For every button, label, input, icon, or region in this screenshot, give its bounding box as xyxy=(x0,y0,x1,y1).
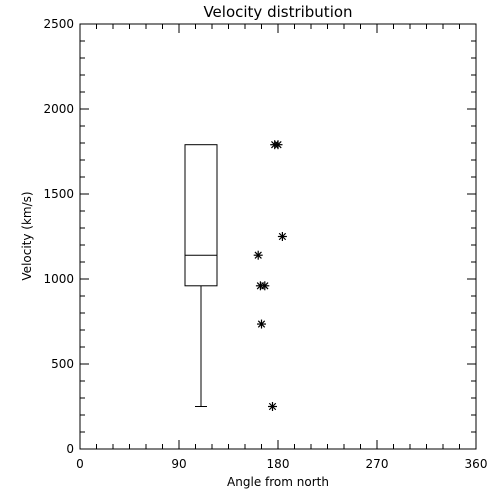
y-tick-labels: 0 500 1000 1500 2000 2500 xyxy=(43,17,74,456)
data-points xyxy=(253,140,287,411)
y-tick-label: 2000 xyxy=(43,102,74,116)
data-point xyxy=(257,319,266,329)
y-tick-label: 0 xyxy=(66,442,74,456)
y-axis-label: Velocity (km/s) xyxy=(20,191,34,280)
boxplot xyxy=(184,144,218,407)
axis-ticks xyxy=(79,23,477,450)
x-tick-labels: 0 90 180 270 360 xyxy=(76,457,487,471)
y-tick-label: 500 xyxy=(51,357,74,371)
x-tick-label: 90 xyxy=(171,457,186,471)
x-tick-label: 270 xyxy=(366,457,389,471)
data-point xyxy=(273,140,283,150)
x-tick-label: 360 xyxy=(465,457,488,471)
x-axis-label: Angle from north xyxy=(227,475,329,489)
y-tick-label: 1500 xyxy=(43,187,74,201)
boxplot-box xyxy=(184,144,218,287)
chart-title: Velocity distribution xyxy=(203,3,352,21)
y-tick-label: 2500 xyxy=(43,17,74,31)
x-tick-label: 0 xyxy=(76,457,84,471)
data-point xyxy=(260,281,270,291)
x-tick-label: 180 xyxy=(267,457,290,471)
data-point xyxy=(268,402,277,411)
data-point xyxy=(253,250,263,260)
y-tick-label: 1000 xyxy=(43,272,74,286)
data-point xyxy=(277,232,287,241)
